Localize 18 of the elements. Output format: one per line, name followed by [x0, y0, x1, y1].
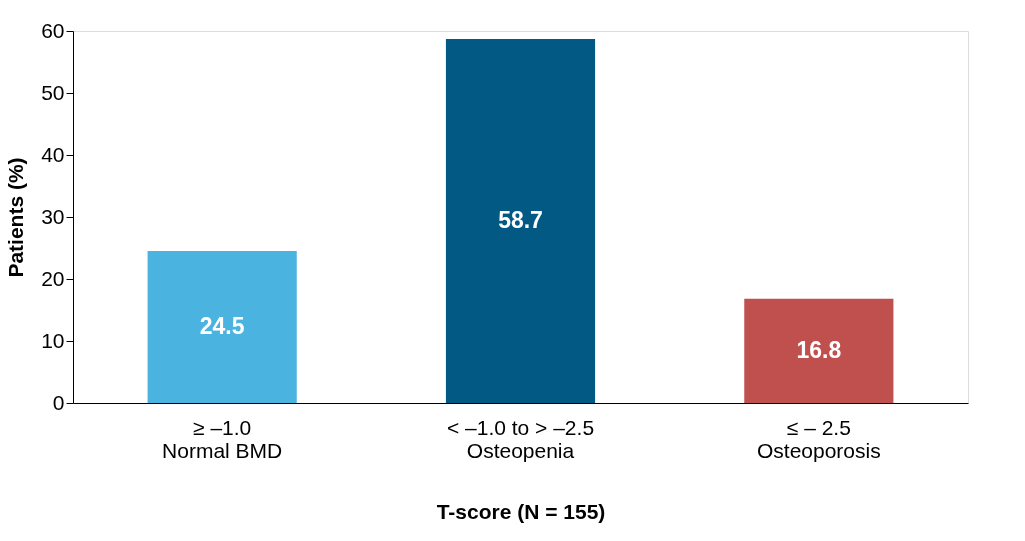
- bar: [147, 251, 297, 403]
- data-label: 16.8: [796, 336, 842, 363]
- y-tick-label: 60: [41, 18, 65, 42]
- x-tick-label: < –1.0 to > –2.5 Osteopenia: [446, 415, 595, 462]
- y-tick-label: 20: [41, 266, 65, 290]
- x-tick-label: ≥ –1.0 Normal BMD: [162, 415, 283, 462]
- y-tick-label: 10: [41, 328, 65, 352]
- y-tick-label: 50: [41, 80, 65, 104]
- y-tick-label: 40: [41, 142, 65, 166]
- bar: [744, 298, 894, 403]
- data-label: 24.5: [199, 313, 245, 340]
- y-axis-title: Patients (%): [4, 157, 28, 278]
- data-label: 58.7: [498, 207, 543, 234]
- bar: [445, 39, 596, 403]
- y-tick-label: 0: [52, 390, 65, 414]
- x-tick-label: ≤ – 2.5 Osteoporosis: [756, 415, 881, 462]
- x-axis-title: T-score (N = 155): [436, 499, 606, 523]
- y-tick-label: 30: [41, 204, 65, 228]
